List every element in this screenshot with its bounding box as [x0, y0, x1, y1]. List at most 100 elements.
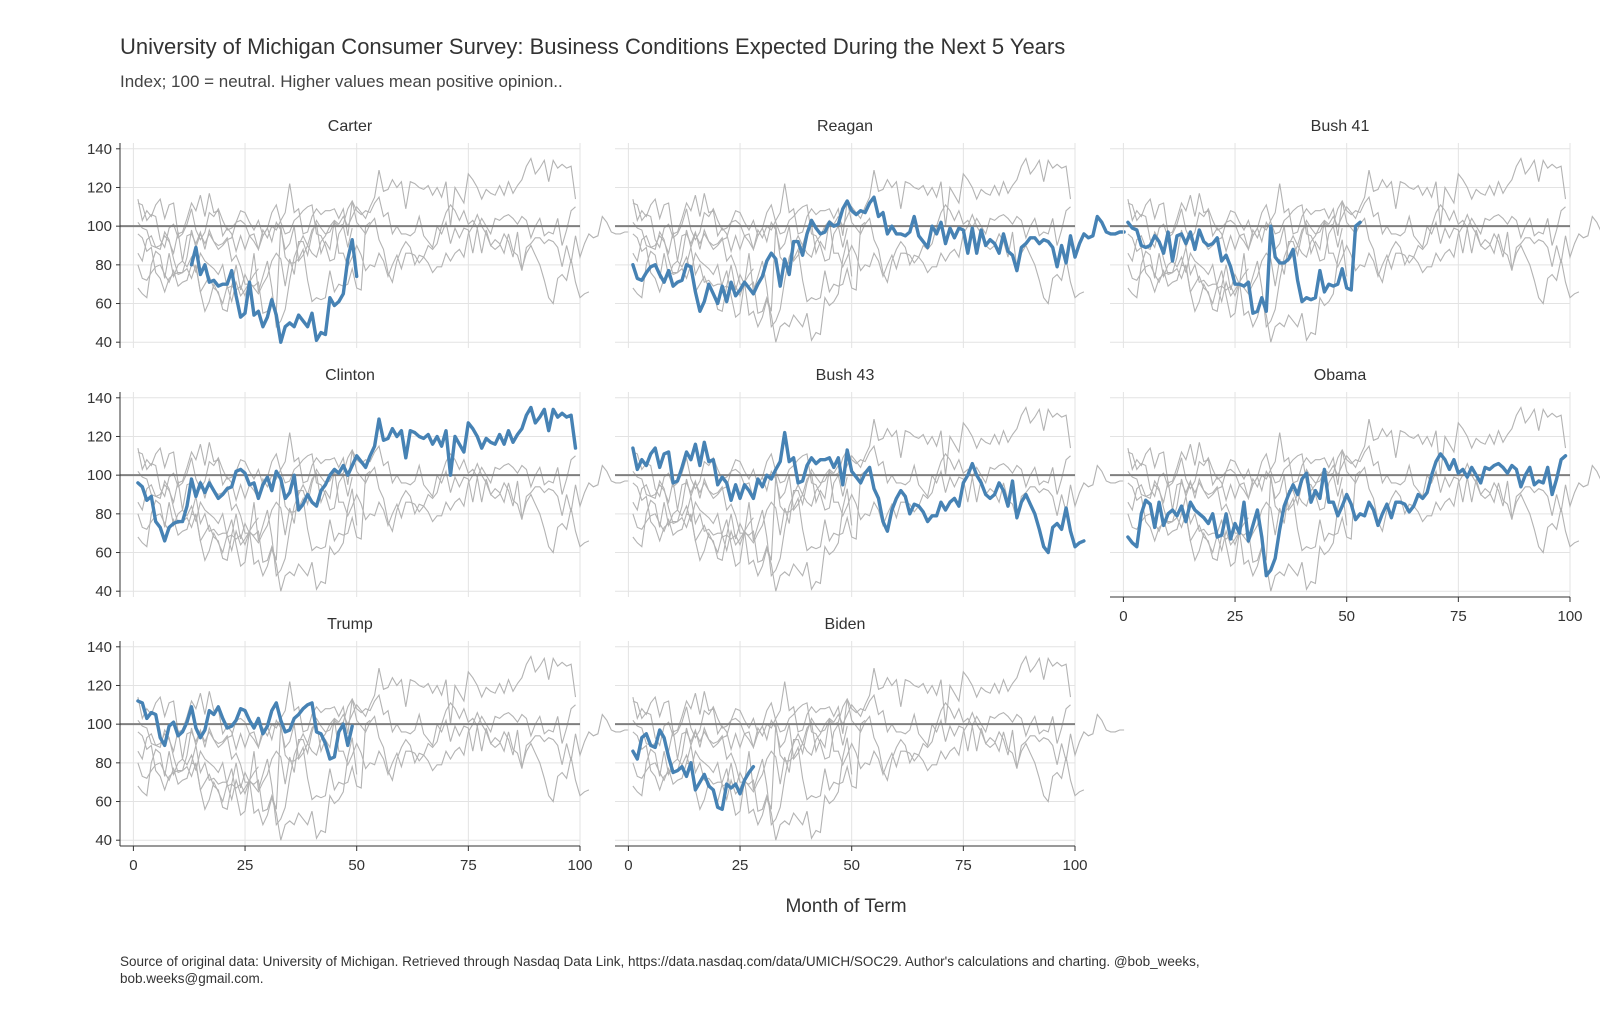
background-series-line — [632, 719, 866, 812]
y-axis: 40 60 80 100 120 140 — [87, 141, 121, 351]
background-series-line — [137, 221, 371, 314]
caption-line-2: bob.weeks@gmail.com. — [120, 971, 264, 986]
background-series-line — [137, 432, 590, 554]
panel-bush-43: Bush 43 — [615, 367, 1125, 597]
y-tick-label: 80 — [95, 257, 112, 274]
series-line-carter — [189, 237, 359, 344]
chart-subtitle: Index; 100 = neutral. Higher values mean… — [120, 72, 563, 91]
series-line-biden — [631, 728, 756, 811]
background-series-line — [685, 488, 853, 592]
background-series-line — [137, 728, 259, 811]
background-series-line — [632, 203, 1071, 329]
background-series-line — [190, 737, 358, 841]
background-series-line — [632, 479, 754, 562]
background-series-line — [1127, 230, 1249, 313]
series-line-obama — [1126, 452, 1568, 578]
background-series-line — [632, 681, 1085, 803]
background-series-line — [632, 700, 848, 760]
series-line-reagan — [631, 195, 1126, 313]
background-series-line — [1127, 406, 1567, 543]
x-tick-label: 75 — [1450, 608, 1467, 625]
y-tick-label: 60 — [95, 794, 112, 811]
background-series-line — [632, 701, 1071, 827]
x-axis: 0 25 50 75 100 — [120, 845, 593, 874]
background-series-line — [137, 230, 259, 313]
x-tick-label: 25 — [732, 857, 749, 874]
y-tick-label: 140 — [87, 639, 112, 656]
gridlines — [120, 641, 581, 846]
x-tick-label: 75 — [955, 857, 972, 874]
background-series-line — [632, 221, 866, 314]
y-tick-label: 60 — [95, 545, 112, 562]
panel-label: Reagan — [817, 118, 873, 135]
y-tick-label: 120 — [87, 677, 112, 694]
background-series-line — [190, 488, 358, 592]
x-tick-label: 50 — [843, 857, 860, 874]
panel-trump: Trump 40 60 80 100 120 140 0 25 50 75 100 — [87, 616, 630, 874]
panel-bush-41: Bush 41 — [1110, 118, 1600, 348]
y-axis: 40 60 80 100 120 140 — [87, 390, 121, 600]
series-line-trump — [136, 699, 354, 761]
background-series-line — [137, 451, 353, 511]
y-tick-label: 140 — [87, 141, 112, 158]
background-series-line — [1127, 470, 1361, 563]
background-series-line — [137, 701, 576, 827]
x-tick-label: 75 — [460, 857, 477, 874]
x-tick-label: 50 — [348, 857, 365, 874]
x-tick-label: 100 — [1557, 608, 1582, 625]
panel-label: Bush 43 — [816, 367, 875, 384]
y-tick-label: 120 — [87, 179, 112, 196]
y-tick-label: 100 — [87, 218, 112, 235]
y-tick-label: 100 — [87, 716, 112, 733]
x-axis-label: Month of Term — [785, 896, 906, 917]
facet-panels: Carter 40 60 80 100 120 140 Reagan Bush 41 Clinto… — [87, 118, 1600, 874]
background-series-line — [632, 655, 1072, 792]
background-series-line — [632, 183, 1085, 305]
y-axis: 40 60 80 100 120 140 — [87, 639, 121, 849]
x-tick-label: 0 — [129, 857, 137, 874]
background-series-line — [137, 681, 590, 803]
background-series-line — [137, 203, 576, 329]
background-series-line — [1127, 432, 1580, 554]
panel-label: Clinton — [325, 367, 375, 384]
background-series-line — [1180, 488, 1348, 592]
y-tick-label: 140 — [87, 390, 112, 407]
panel-label: Trump — [327, 616, 373, 633]
background-series-line — [137, 479, 259, 562]
y-tick-label: 100 — [87, 467, 112, 484]
panel-clinton: Clinton 40 60 80 100 120 140 — [87, 367, 630, 600]
background-series-line — [137, 470, 371, 563]
series-line-bush-43 — [631, 430, 1086, 555]
x-tick-label: 25 — [1227, 608, 1244, 625]
background-series-line — [632, 406, 1072, 543]
panel-label: Carter — [328, 118, 373, 135]
background-series-line — [632, 202, 848, 262]
x-tick-label: 50 — [1338, 608, 1355, 625]
panel-biden: Biden 0 25 50 75 100 — [615, 616, 1125, 874]
x-tick-label: 100 — [1062, 857, 1087, 874]
background-series-line — [632, 452, 1071, 578]
x-tick-label: 0 — [1119, 608, 1127, 625]
x-axis: 0 25 50 75 100 — [1110, 596, 1583, 625]
y-tick-label: 80 — [95, 755, 112, 772]
panel-label: Biden — [825, 616, 866, 633]
panel-label: Obama — [1314, 367, 1367, 384]
panel-reagan: Reagan — [615, 118, 1126, 348]
background-series-line — [137, 719, 371, 812]
y-tick-label: 120 — [87, 428, 112, 445]
caption-line-1: Source of original data: University of M… — [120, 954, 1200, 969]
y-tick-label: 40 — [95, 583, 112, 600]
x-axis: 0 25 50 75 100 — [615, 845, 1088, 874]
x-tick-label: 100 — [567, 857, 592, 874]
panel-carter: Carter 40 60 80 100 120 140 — [87, 118, 630, 351]
background-series-line — [1180, 239, 1348, 343]
gridlines — [615, 143, 1076, 348]
background-series-line — [137, 157, 577, 294]
y-tick-label: 40 — [95, 832, 112, 849]
background-series-line — [632, 470, 866, 563]
x-tick-label: 25 — [237, 857, 254, 874]
series-line-bush-41 — [1126, 220, 1362, 315]
background-series-line — [137, 452, 576, 578]
background-series-line — [137, 655, 577, 792]
background-series-line — [1127, 183, 1580, 305]
